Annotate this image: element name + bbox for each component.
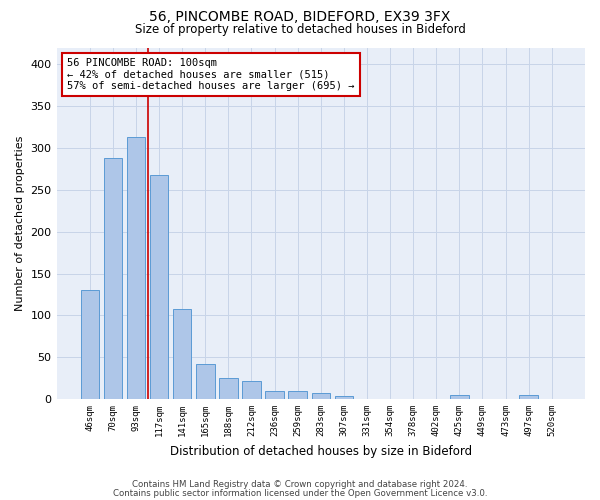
- Bar: [520, 395, 538, 399]
- Bar: [311, 393, 330, 399]
- Bar: [289, 390, 307, 399]
- Bar: [450, 395, 469, 399]
- Text: Size of property relative to detached houses in Bideford: Size of property relative to detached ho…: [134, 22, 466, 36]
- Text: 56 PINCOMBE ROAD: 100sqm
← 42% of detached houses are smaller (515)
57% of semi-: 56 PINCOMBE ROAD: 100sqm ← 42% of detach…: [67, 58, 355, 91]
- Bar: [242, 382, 261, 399]
- Y-axis label: Number of detached properties: Number of detached properties: [15, 136, 25, 311]
- Bar: [196, 364, 215, 399]
- Bar: [335, 396, 353, 399]
- Bar: [265, 390, 284, 399]
- Text: Contains public sector information licensed under the Open Government Licence v3: Contains public sector information licen…: [113, 488, 487, 498]
- Bar: [219, 378, 238, 399]
- Bar: [80, 290, 99, 399]
- Bar: [104, 158, 122, 399]
- Bar: [173, 308, 191, 399]
- Bar: [150, 174, 169, 399]
- Bar: [127, 137, 145, 399]
- X-axis label: Distribution of detached houses by size in Bideford: Distribution of detached houses by size …: [170, 444, 472, 458]
- Text: Contains HM Land Registry data © Crown copyright and database right 2024.: Contains HM Land Registry data © Crown c…: [132, 480, 468, 489]
- Text: 56, PINCOMBE ROAD, BIDEFORD, EX39 3FX: 56, PINCOMBE ROAD, BIDEFORD, EX39 3FX: [149, 10, 451, 24]
